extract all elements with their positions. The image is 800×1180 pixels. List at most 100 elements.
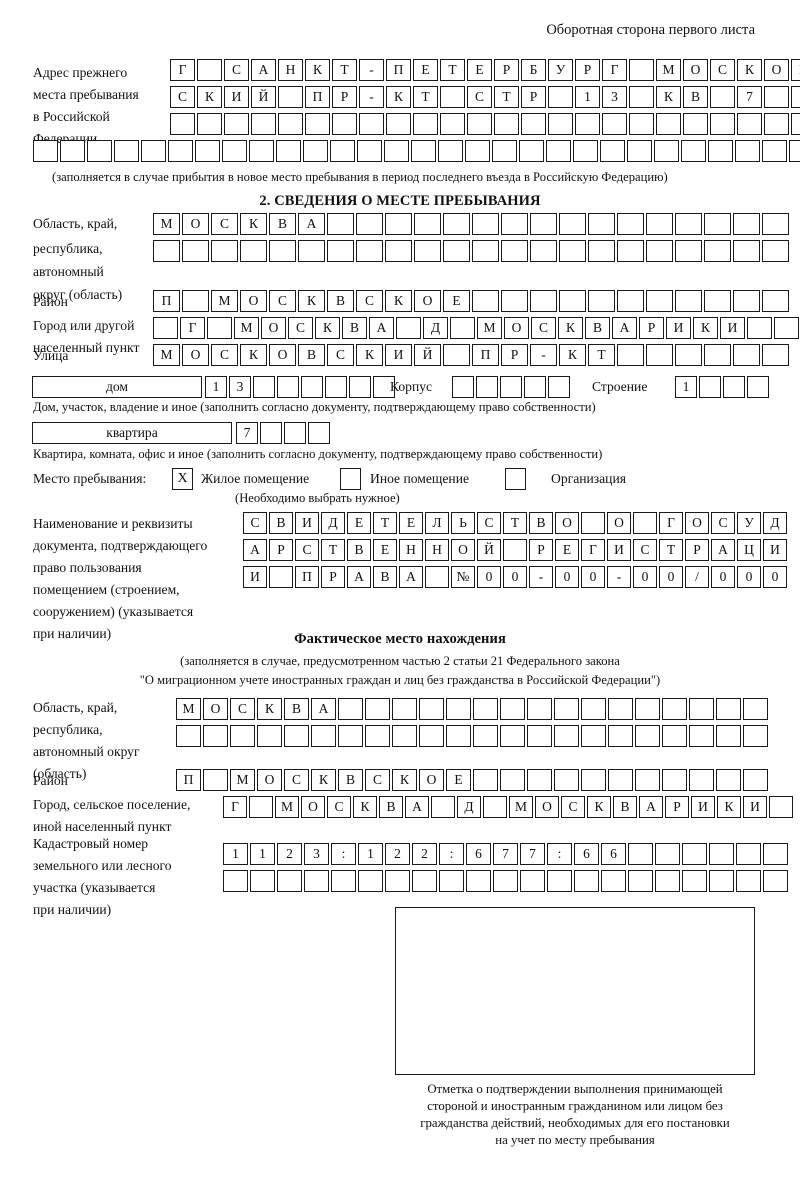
char-cell[interactable]	[425, 566, 449, 588]
char-cell[interactable]: В	[269, 213, 296, 235]
char-cell[interactable]	[656, 113, 681, 135]
char-cell[interactable]	[224, 113, 249, 135]
char-cell[interactable]: С	[230, 698, 255, 720]
char-cell[interactable]: Р	[639, 317, 664, 339]
char-cell[interactable]: Т	[440, 59, 465, 81]
char-cell[interactable]	[349, 376, 371, 398]
char-cell[interactable]: -	[607, 566, 631, 588]
char-cell[interactable]: 0	[763, 566, 787, 588]
char-cell[interactable]: В	[338, 769, 363, 791]
char-cell[interactable]	[617, 290, 644, 312]
char-cell[interactable]: И	[691, 796, 715, 818]
char-cell[interactable]: Й	[414, 344, 441, 366]
char-cell[interactable]: 0	[503, 566, 527, 588]
char-cell[interactable]: С	[211, 213, 238, 235]
char-cell[interactable]: 1	[205, 376, 227, 398]
char-cell[interactable]: М	[509, 796, 533, 818]
char-cell[interactable]	[527, 769, 552, 791]
char-cell[interactable]	[494, 113, 519, 135]
char-cell[interactable]	[747, 317, 772, 339]
char-cell[interactable]: 3	[304, 843, 329, 865]
char-cell[interactable]: О	[269, 344, 296, 366]
char-cell[interactable]: К	[558, 317, 583, 339]
char-cell[interactable]: В	[791, 59, 800, 81]
char-cell[interactable]: Р	[269, 539, 293, 561]
char-cell[interactable]	[443, 240, 470, 262]
char-cell[interactable]: М	[230, 769, 255, 791]
char-cell[interactable]	[548, 113, 573, 135]
char-cell[interactable]: Е	[399, 512, 423, 534]
char-cell[interactable]	[419, 698, 444, 720]
char-cell[interactable]	[733, 240, 760, 262]
char-cell[interactable]	[601, 870, 626, 892]
char-cell[interactable]	[473, 769, 498, 791]
char-cell[interactable]: №	[451, 566, 475, 588]
char-cell[interactable]: И	[224, 86, 249, 108]
char-cell[interactable]	[472, 240, 499, 262]
char-cell[interactable]: Е	[347, 512, 371, 534]
char-cell[interactable]	[473, 725, 498, 747]
char-cell[interactable]	[465, 140, 490, 162]
char-cell[interactable]: О	[451, 539, 475, 561]
char-cell[interactable]: О	[764, 59, 789, 81]
char-cell[interactable]	[365, 698, 390, 720]
char-cell[interactable]: И	[243, 566, 267, 588]
char-cell[interactable]: С	[356, 290, 383, 312]
char-cell[interactable]: Г	[170, 59, 195, 81]
char-cell[interactable]: 3	[602, 86, 627, 108]
char-cell[interactable]	[284, 422, 306, 444]
char-cell[interactable]: М	[275, 796, 299, 818]
char-cell[interactable]: Й	[477, 539, 501, 561]
checkbox-other-premises[interactable]	[340, 468, 361, 490]
char-cell[interactable]: М	[153, 213, 180, 235]
char-cell[interactable]: 3	[229, 376, 251, 398]
char-cell[interactable]: О	[203, 698, 228, 720]
char-cell[interactable]: 7	[520, 843, 545, 865]
char-cell[interactable]: О	[419, 769, 444, 791]
char-cell[interactable]	[527, 725, 552, 747]
char-cell[interactable]	[747, 376, 769, 398]
stamp-box[interactable]	[395, 907, 755, 1075]
char-cell[interactable]	[230, 725, 255, 747]
char-cell[interactable]: :	[439, 843, 464, 865]
char-cell[interactable]	[197, 113, 222, 135]
char-cell[interactable]	[419, 725, 444, 747]
char-cell[interactable]	[600, 140, 625, 162]
char-cell[interactable]	[608, 725, 633, 747]
char-cell[interactable]: С	[284, 769, 309, 791]
char-cell[interactable]	[222, 140, 247, 162]
char-cell[interactable]	[704, 344, 731, 366]
char-cell[interactable]	[530, 213, 557, 235]
char-cell[interactable]: С	[211, 344, 238, 366]
char-cell[interactable]: М	[234, 317, 259, 339]
char-cell[interactable]: В	[298, 344, 325, 366]
char-cell[interactable]	[330, 140, 355, 162]
char-cell[interactable]	[303, 140, 328, 162]
char-cell[interactable]	[763, 843, 788, 865]
char-cell[interactable]: 1	[250, 843, 275, 865]
char-cell[interactable]	[311, 725, 336, 747]
char-cell[interactable]: К	[240, 344, 267, 366]
char-cell[interactable]	[277, 870, 302, 892]
char-cell[interactable]	[392, 698, 417, 720]
char-cell[interactable]	[501, 240, 528, 262]
char-cell[interactable]	[608, 698, 633, 720]
char-cell[interactable]	[708, 140, 733, 162]
char-cell[interactable]	[662, 698, 687, 720]
char-cell[interactable]	[500, 725, 525, 747]
char-cell[interactable]	[500, 769, 525, 791]
char-cell[interactable]: -	[530, 344, 557, 366]
char-cell[interactable]: -	[529, 566, 553, 588]
char-cell[interactable]: Й	[251, 86, 276, 108]
char-cell[interactable]	[737, 113, 762, 135]
char-cell[interactable]	[735, 140, 760, 162]
char-cell[interactable]: Т	[373, 512, 397, 534]
char-cell[interactable]: О	[685, 512, 709, 534]
char-cell[interactable]	[733, 213, 760, 235]
char-cell[interactable]: О	[301, 796, 325, 818]
char-cell[interactable]: Г	[223, 796, 247, 818]
korpus-cells[interactable]	[452, 376, 570, 398]
